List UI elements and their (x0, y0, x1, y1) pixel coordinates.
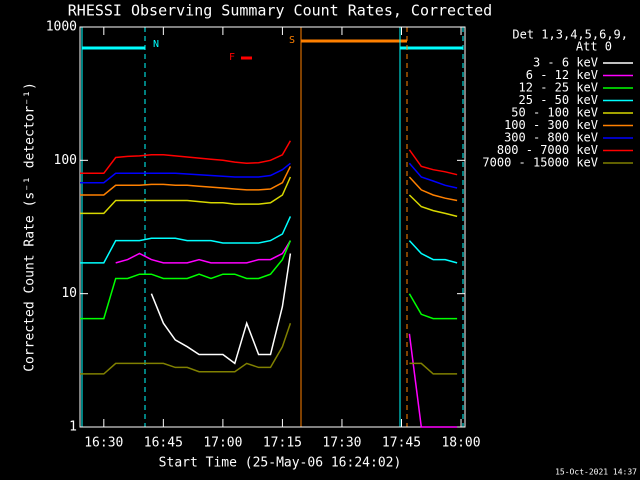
x-tick-label: 16:30 (84, 436, 123, 451)
legend-title: Att 0 (576, 40, 612, 54)
series-line (80, 166, 458, 202)
legend-label: 25 - 50 keV (519, 93, 598, 107)
plot-frame (79, 26, 466, 428)
y-tick-label: 1000 (46, 20, 77, 35)
x-tick-label: 18:00 (441, 436, 480, 451)
chart-title: RHESSI Observing Summary Count Rates, Co… (68, 2, 492, 20)
legend-label: 300 - 800 keV (504, 131, 598, 145)
series-line (80, 322, 458, 375)
series-line (80, 216, 458, 264)
saa-label: S (289, 35, 295, 46)
legend-label: 50 - 100 keV (511, 106, 598, 120)
legend-label: 100 - 300 keV (504, 118, 598, 132)
y-tick-label: 100 (54, 153, 77, 168)
y-tick-label: 10 (61, 286, 77, 301)
series-line (115, 240, 458, 428)
series-line (150, 253, 292, 365)
series-line (80, 240, 458, 320)
legend-label: 6 - 12 keV (526, 68, 598, 82)
y-axis-label: Corrected Count Rate (s⁻¹ detector⁻¹) (23, 82, 38, 372)
legend-label: 3 - 6 keV (533, 56, 598, 70)
footer: 15-Oct-2021 14:37 (555, 468, 637, 477)
legend-title: Det 1,3,4,5,6,9, (512, 28, 628, 42)
legend-label: 800 - 7000 keV (497, 143, 598, 157)
legend-label: 7000 - 15000 keV (482, 156, 598, 170)
x-tick-label: 17:45 (382, 436, 421, 451)
x-tick-label: 17:15 (263, 436, 302, 451)
x-tick-label: 17:00 (203, 436, 242, 451)
flare-label: F (229, 52, 235, 63)
series-line (80, 176, 458, 218)
series-line (80, 162, 458, 189)
series-line (80, 140, 458, 176)
x-tick-label: 17:30 (322, 436, 361, 451)
night-label: N (153, 39, 159, 50)
x-tick-label: 16:45 (144, 436, 183, 451)
y-tick-label: 1 (69, 420, 77, 435)
legend-label: 12 - 25 keV (519, 81, 598, 95)
x-axis-label: Start Time (25-May-06 16:24:02) (159, 456, 402, 471)
